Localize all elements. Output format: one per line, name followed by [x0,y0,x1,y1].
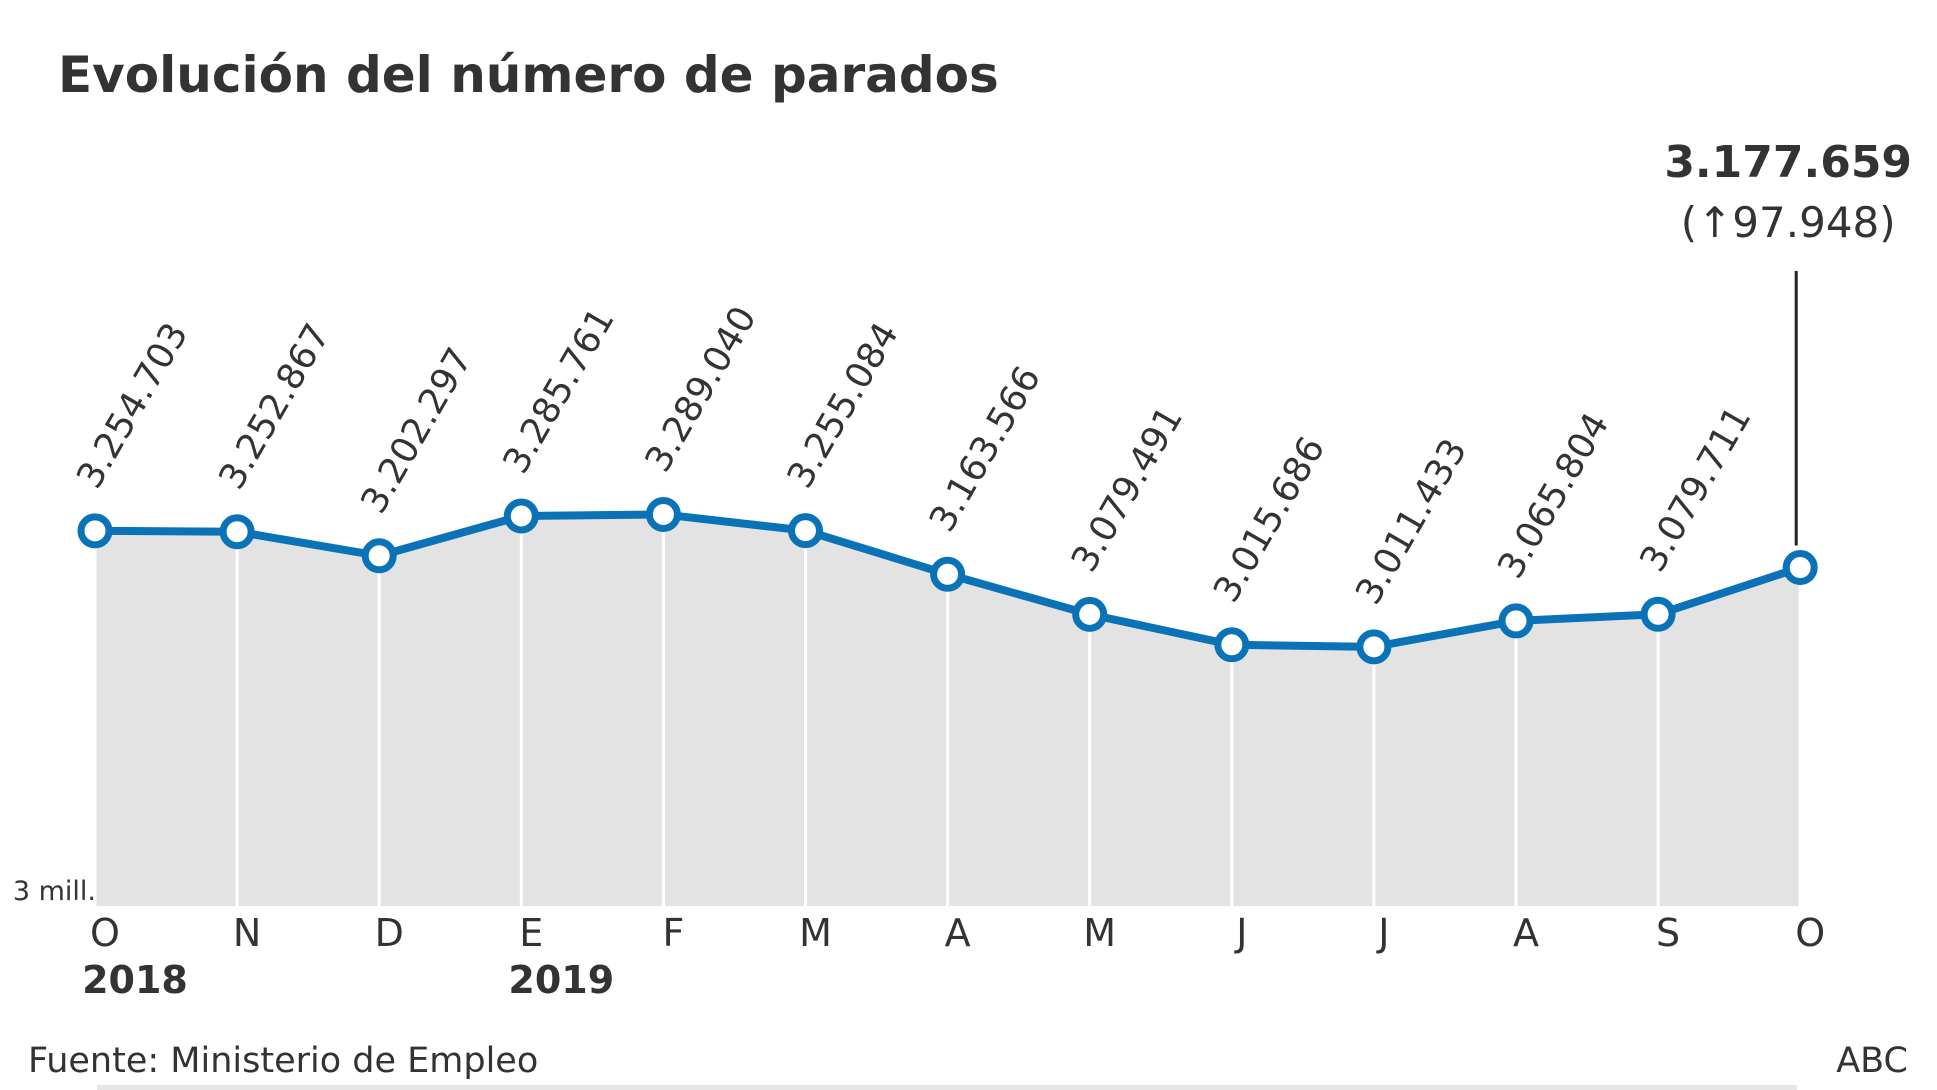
marker [645,496,681,532]
marker [1072,596,1108,632]
marker [1356,629,1392,665]
x-tick-label: M [1083,911,1116,955]
year-label: 2018 [82,958,188,1002]
x-tick-label: E [519,911,543,955]
x-tick-label: O [90,911,120,955]
chart-title: Evolución del número de parados [58,46,999,104]
value-label: 3.163.566 [922,360,1049,539]
marker [1782,550,1818,586]
x-tick-label: S [1656,911,1680,955]
credit: ABC [1836,1041,1908,1081]
source: Fuente: Ministerio de Empleo [28,1041,538,1081]
x-tick-label: A [945,911,971,955]
value-label: 3.079.711 [1632,400,1759,579]
x-tick-label: J [1234,911,1247,955]
marker [503,498,539,534]
value-label: 3.202.297 [353,341,480,520]
x-tick-label: D [375,911,404,955]
x-tick-label: O [1795,911,1825,955]
value-label: 3.079.491 [1064,400,1191,579]
marker [1640,596,1676,632]
value-label: 3.255.084 [780,316,907,495]
x-tick-label: A [1513,911,1539,955]
marker [77,513,113,549]
value-label: 3.289.040 [638,300,765,479]
marker [1498,603,1534,639]
value-label: 3.285.761 [496,301,623,480]
value-label: 3.177.659 [1664,137,1912,188]
marker [361,538,397,574]
value-label: 3.252.867 [211,317,338,496]
x-tick-label: N [233,911,261,955]
y-axis-label: 3 mill. [13,876,96,907]
x-tick-label: J [1376,911,1389,955]
value-label: 3.015.686 [1206,430,1333,609]
marker [219,514,255,550]
value-label: 3.065.804 [1490,406,1617,585]
marker [930,556,966,592]
marker [788,513,823,549]
value-label: 3.254.703 [69,316,196,495]
value-label: 3.011.433 [1348,432,1475,611]
footer-strip [97,1085,1797,1090]
marker [1214,627,1250,663]
x-tick-label: M [799,911,832,955]
x-tick-label: F [662,911,684,955]
year-label: 2019 [508,958,614,1002]
change-label: (↑97.948) [1681,198,1896,247]
